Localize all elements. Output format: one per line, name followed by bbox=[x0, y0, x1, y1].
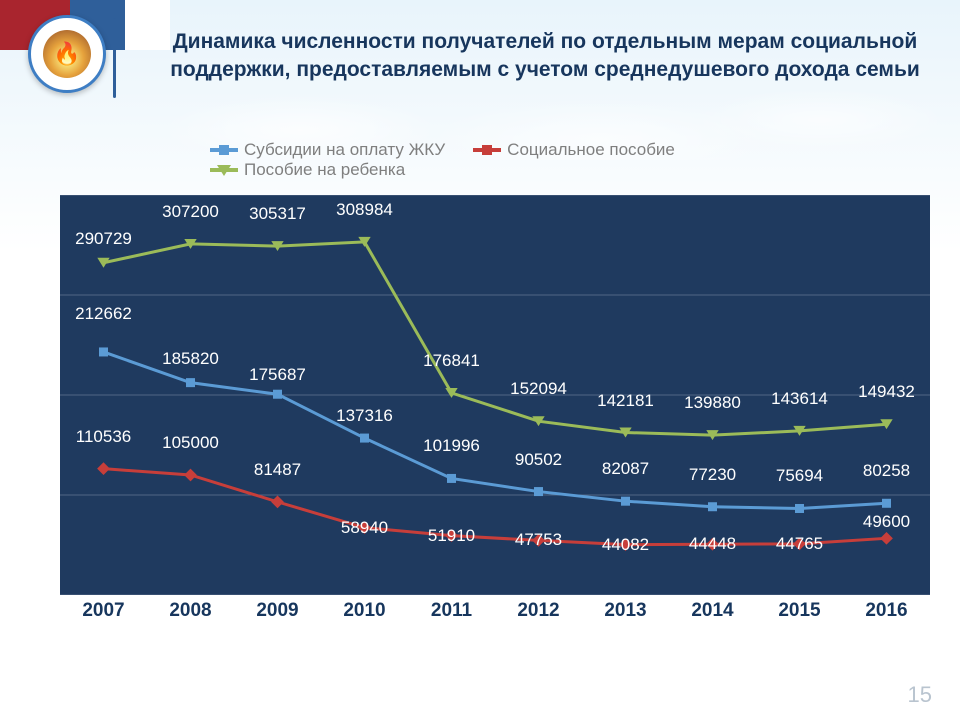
x-tick-label: 2016 bbox=[843, 600, 930, 625]
x-tick-label: 2015 bbox=[756, 600, 843, 625]
legend-item-s1: Субсидии на оплату ЖКУ bbox=[210, 140, 445, 160]
legend-label: Пособие на ребенка bbox=[244, 160, 405, 180]
chart-plot bbox=[60, 195, 930, 595]
legend-label: Социальное пособие bbox=[507, 140, 675, 160]
page-number: 15 bbox=[908, 682, 932, 708]
legend-label: Субсидии на оплату ЖКУ bbox=[244, 140, 445, 160]
x-tick-label: 2013 bbox=[582, 600, 669, 625]
legend-item-s3: Пособие на ребенка bbox=[210, 160, 405, 180]
x-tick-label: 2008 bbox=[147, 600, 234, 625]
x-tick-label: 2010 bbox=[321, 600, 408, 625]
chart: 2126621858201756871373161019969050282087… bbox=[60, 195, 930, 625]
x-tick-label: 2012 bbox=[495, 600, 582, 625]
legend-item-s2: Социальное пособие bbox=[473, 140, 675, 160]
x-tick-label: 2014 bbox=[669, 600, 756, 625]
chart-legend: Субсидии на оплату ЖКУ Социальное пособи… bbox=[210, 140, 900, 180]
chart-x-axis: 2007200820092010201120122013201420152016 bbox=[60, 600, 930, 625]
x-tick-label: 2009 bbox=[234, 600, 321, 625]
x-tick-label: 2011 bbox=[408, 600, 495, 625]
title-divider bbox=[113, 18, 116, 98]
x-tick-label: 2007 bbox=[60, 600, 147, 625]
page-title: Динамика численности получателей по отде… bbox=[160, 28, 930, 85]
emblem-logo: 🔥 bbox=[28, 15, 106, 93]
